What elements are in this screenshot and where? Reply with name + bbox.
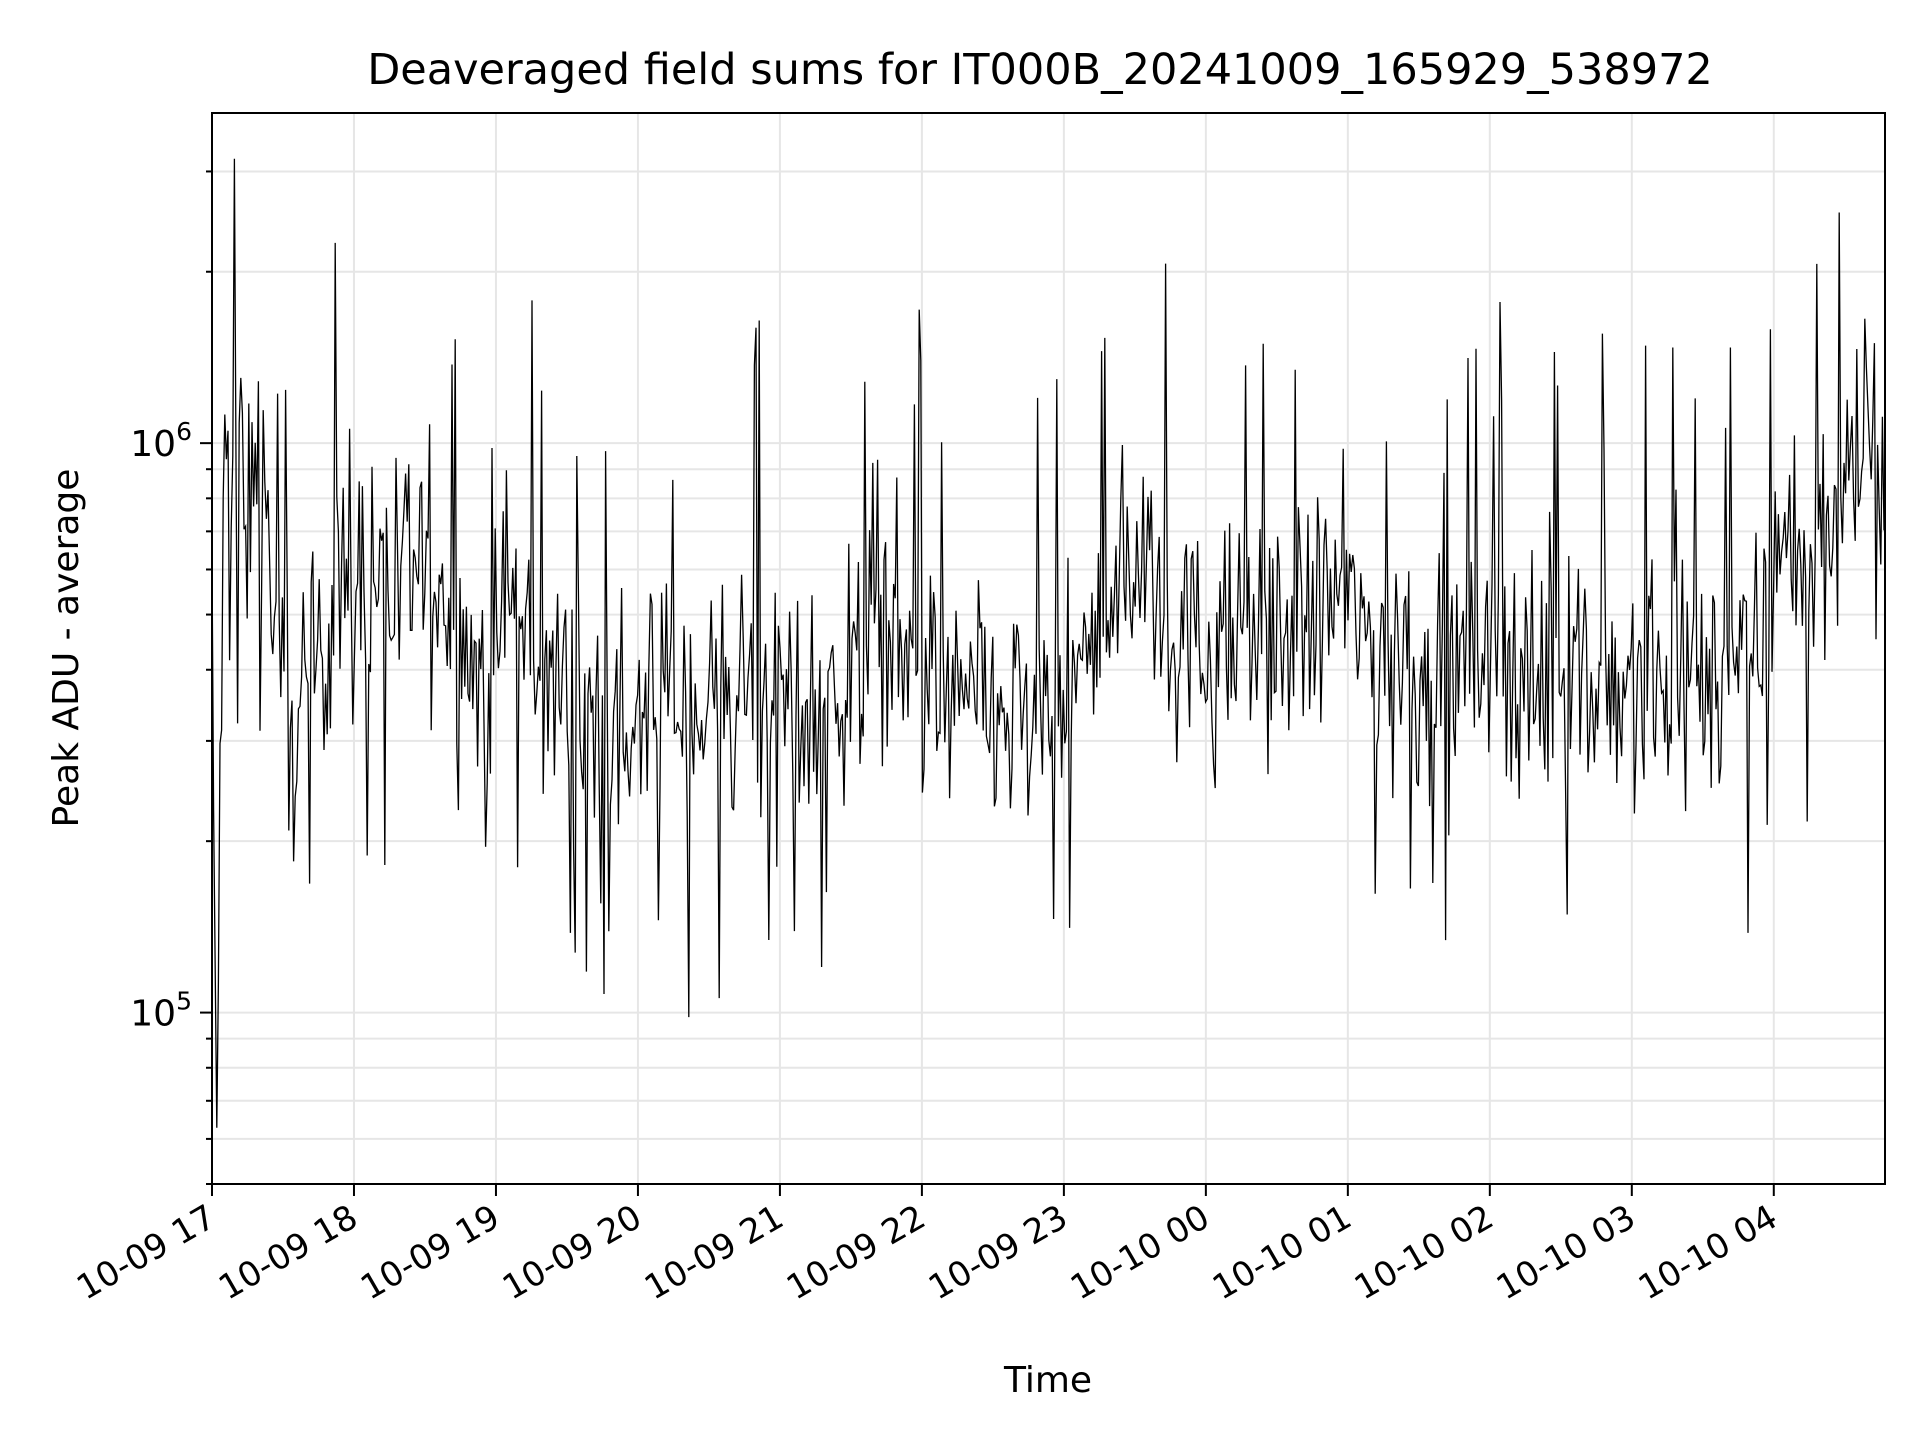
y-tick-label: 105 <box>130 987 192 1035</box>
chart-title: Deaveraged field sums for IT000B_2024100… <box>367 45 1713 95</box>
x-axis-label: Time <box>1003 1360 1092 1401</box>
plot-frame <box>211 112 1886 1185</box>
y-tick-label: 106 <box>130 417 192 465</box>
y-axis-label: Peak ADU - average <box>46 469 87 828</box>
plot-clip-group <box>212 158 1885 1128</box>
data-series-line <box>212 158 1885 1128</box>
y-axis: 105 106 <box>130 170 212 1185</box>
